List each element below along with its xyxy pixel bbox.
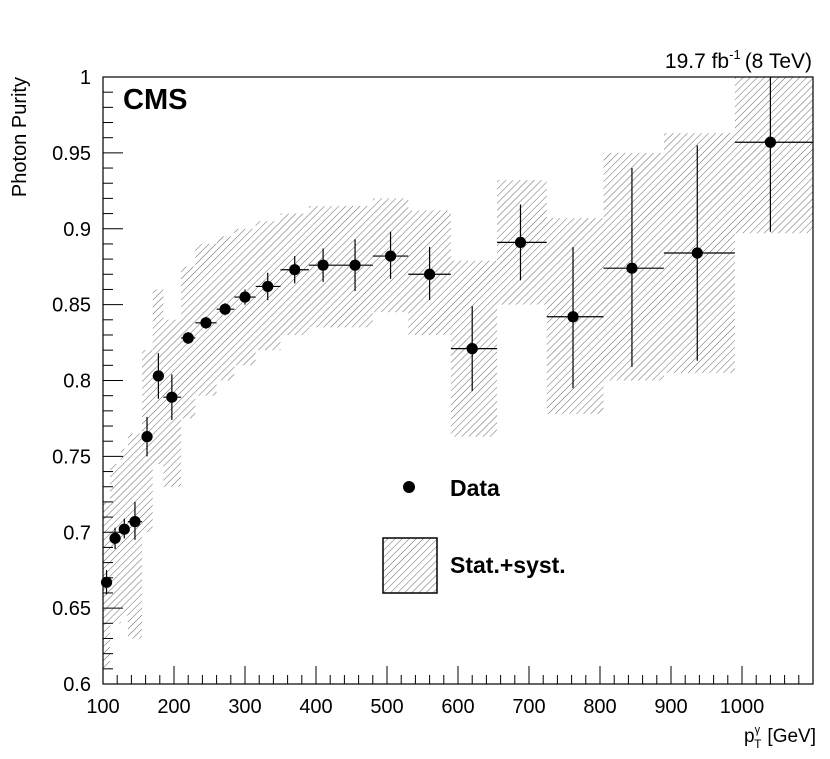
y-tick-label: 0.8 — [63, 371, 91, 393]
y-tick-label: 0.75 — [52, 446, 91, 468]
data-point — [466, 343, 478, 355]
x-tick-label: 700 — [512, 696, 545, 718]
lumi-label: 19.7 fb-1 (8 TeV) — [665, 47, 812, 73]
uncertainty-bands — [103, 77, 813, 669]
data-point — [129, 516, 141, 528]
x-tick-label: 800 — [583, 696, 616, 718]
data-point — [514, 236, 527, 249]
data-point — [100, 576, 113, 588]
data-point — [626, 262, 638, 274]
data-point — [109, 532, 121, 544]
data-point — [764, 136, 777, 148]
x-tick-label: 200 — [157, 696, 190, 718]
x-tick-label: 600 — [441, 696, 474, 718]
experiment-label: CMS — [123, 84, 187, 116]
data-point — [567, 311, 579, 323]
x-tick-label: 900 — [654, 696, 687, 718]
x-tick-label: 500 — [370, 696, 403, 718]
data-point — [239, 291, 251, 303]
data-point — [152, 370, 164, 382]
data-point — [166, 391, 178, 403]
legend-band-swatch — [382, 537, 438, 594]
legend-band-label: Stat.+syst. — [450, 552, 566, 578]
y-tick-label: 1 — [80, 67, 91, 89]
x-axis-label: pγ T [GeV] — [744, 724, 816, 751]
legend-data-marker — [403, 481, 415, 493]
y-tick-label: 0.9 — [63, 219, 91, 241]
data-point — [691, 247, 703, 259]
data-point — [262, 280, 274, 293]
data-points — [100, 136, 777, 588]
data-point — [200, 317, 212, 329]
y-tick-label: 0.6 — [63, 674, 91, 696]
data-point — [141, 431, 153, 443]
data-point — [349, 259, 361, 271]
x-tick-label: 1000 — [720, 696, 765, 718]
data-point — [384, 250, 397, 262]
x-tick-label: 100 — [86, 696, 119, 718]
y-axis-ticks: 0.6 0.65 0.7 0.75 0.8 0.85 0.9 0.95 1 — [52, 67, 123, 696]
y-tick-label: 0.95 — [52, 143, 91, 165]
legend-data-label: Data — [450, 475, 500, 501]
y-axis-label: Photon Purity — [9, 77, 31, 197]
x-axis-ticks: 100 200 300 400 500 600 700 800 900 1000 — [86, 666, 814, 718]
y-tick-label: 0.65 — [52, 598, 91, 620]
x-tick-label: 300 — [228, 696, 261, 718]
data-point — [219, 303, 231, 315]
x-tick-label: 400 — [299, 696, 332, 718]
data-point — [118, 523, 130, 535]
data-point — [317, 259, 329, 271]
uncertainty-band — [734, 77, 813, 234]
data-point — [182, 332, 194, 344]
y-tick-label: 0.7 — [63, 522, 91, 544]
legend: Data Stat.+syst. — [382, 475, 566, 594]
data-point — [424, 268, 436, 280]
data-point — [289, 264, 301, 276]
y-tick-label: 0.85 — [52, 295, 91, 317]
